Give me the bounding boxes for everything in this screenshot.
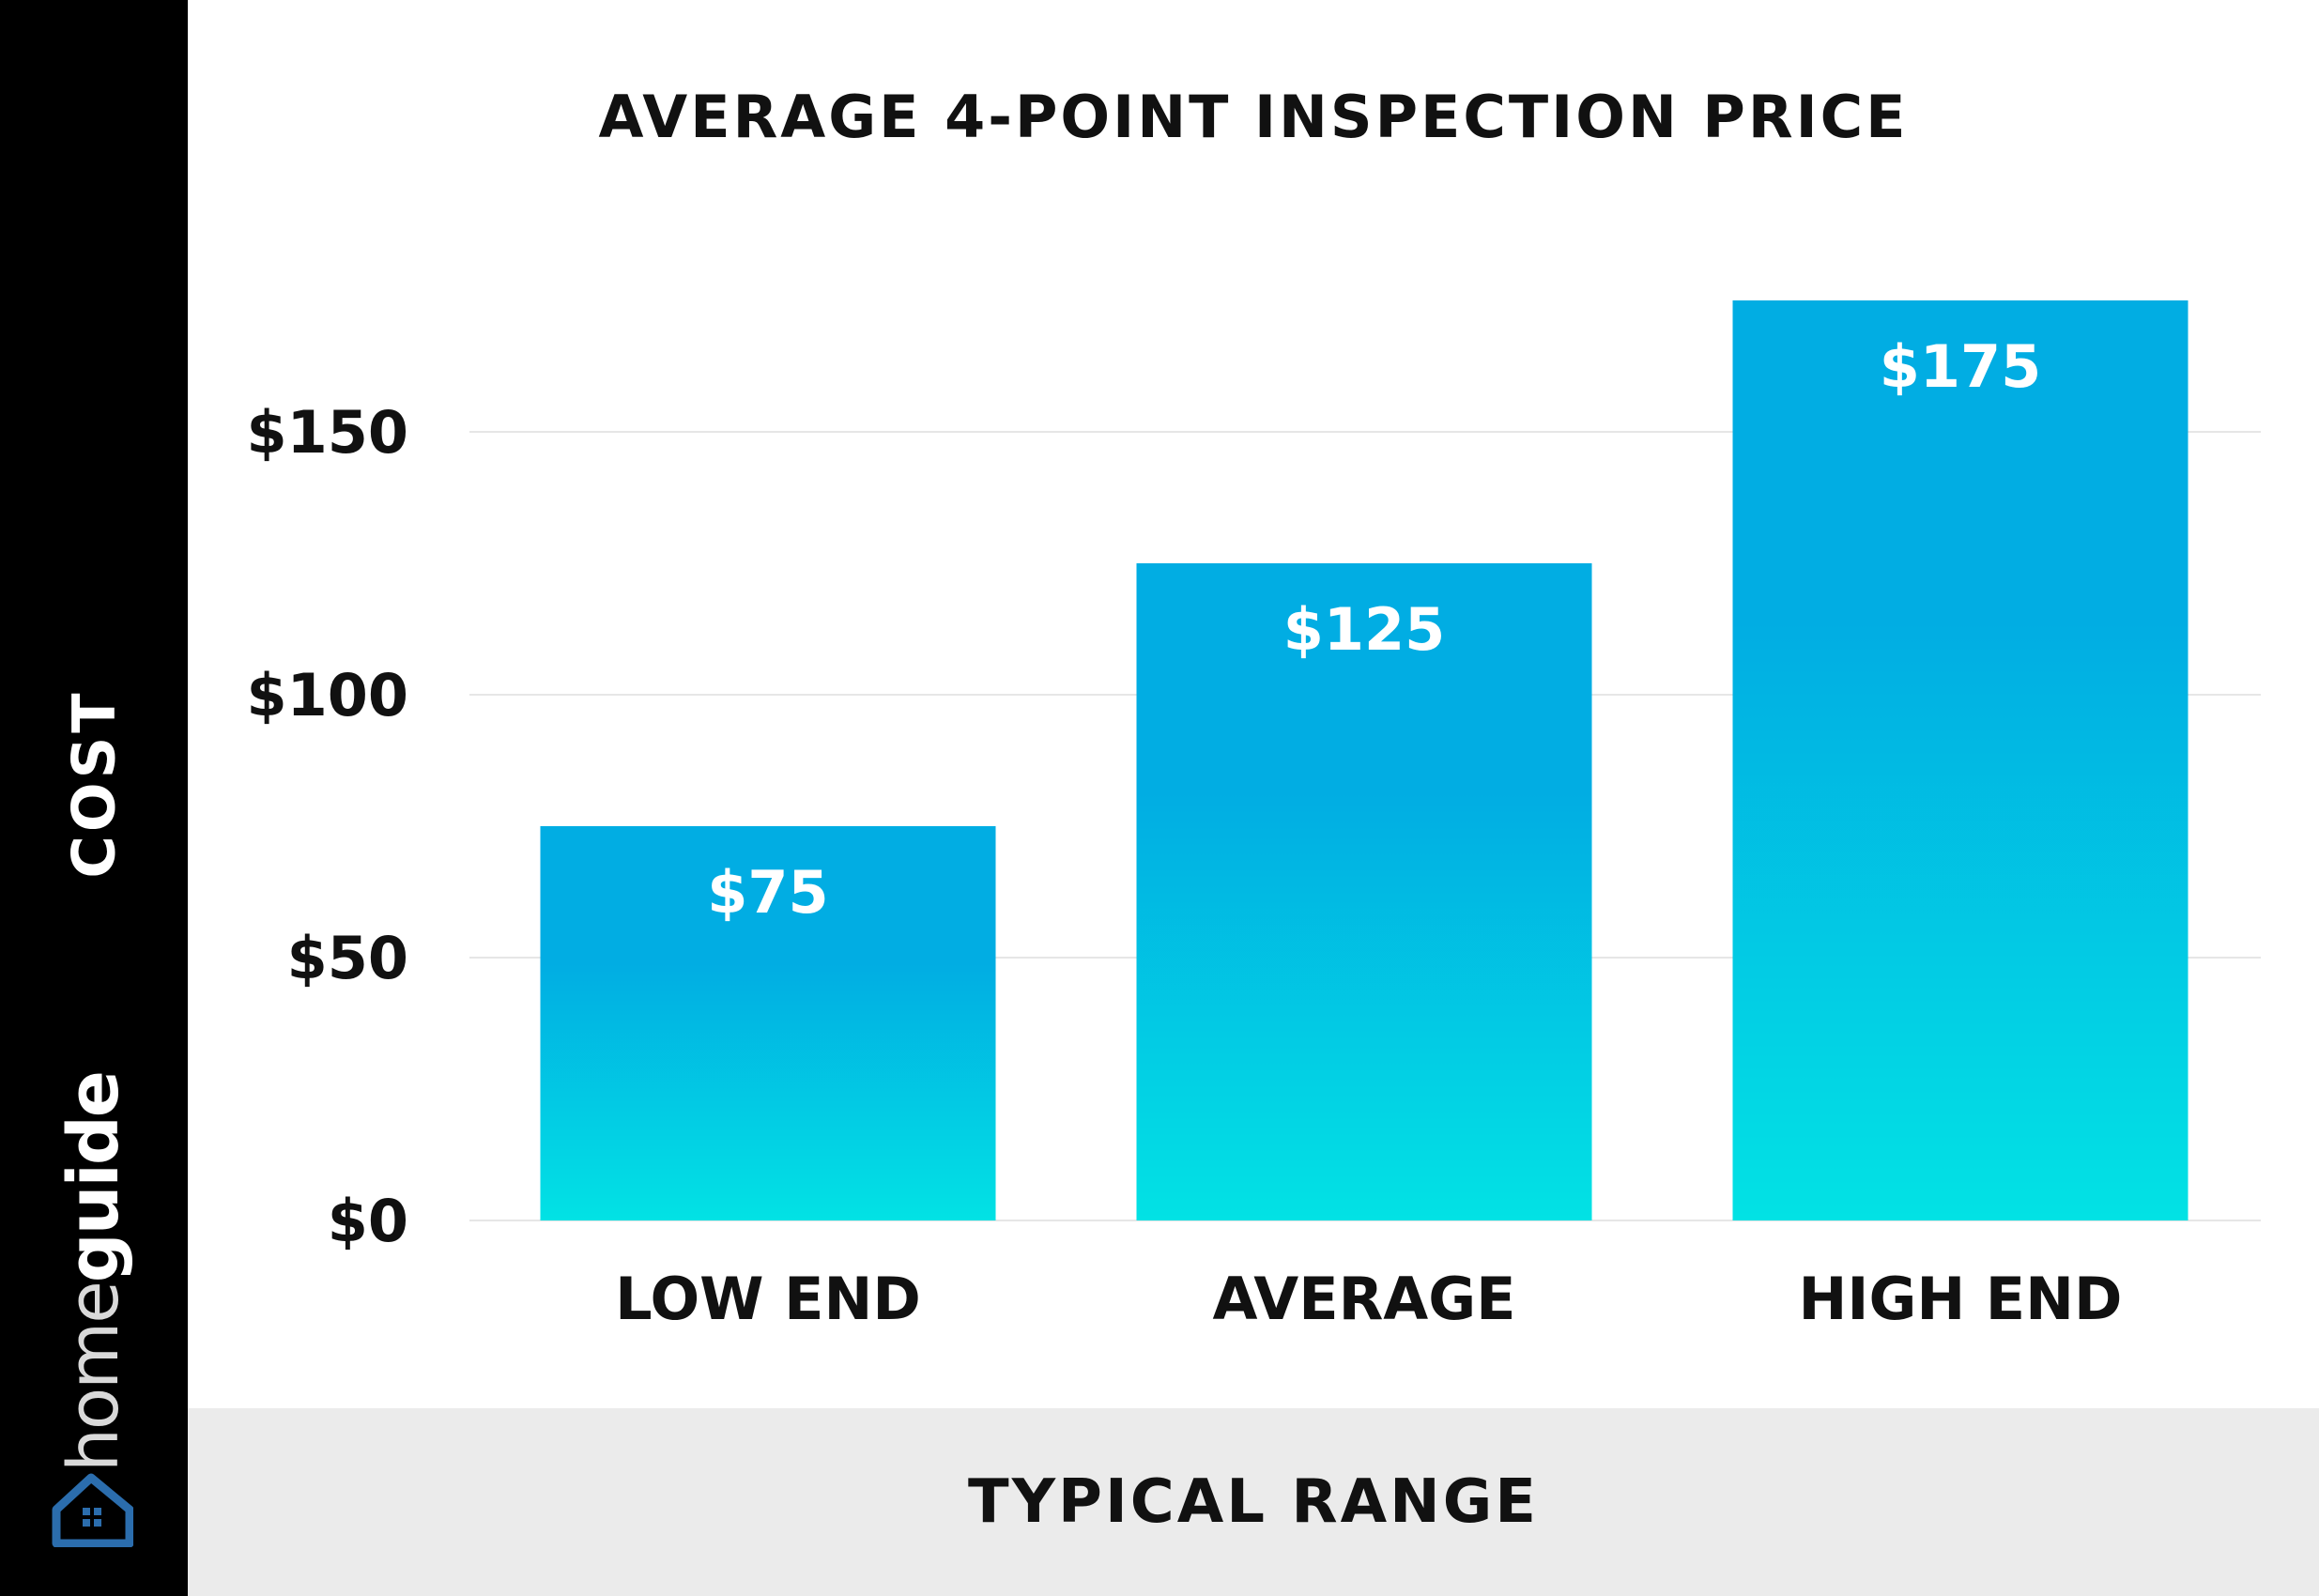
x-axis-band: TYPICAL RANGE	[188, 1408, 2319, 1596]
y-tick-label-150: $150	[246, 398, 408, 467]
y-tick-label-0: $0	[328, 1187, 408, 1255]
bar-high-end	[1732, 300, 2188, 1220]
x-tick-label-low-end: LOW END	[615, 1265, 921, 1333]
x-axis-label: TYPICAL RANGE	[968, 1467, 1539, 1537]
data-label-average: $125	[1283, 595, 1446, 664]
x-tick-label-average: AVERAGE	[1212, 1265, 1515, 1333]
data-label-low-end: $75	[707, 858, 828, 927]
y-tick-label-100: $100	[246, 661, 408, 729]
house-icon	[52, 1473, 133, 1547]
bar-low-end	[540, 826, 996, 1220]
chart-title: AVERAGE 4-POINT INSPECTION PRICE	[598, 83, 1909, 151]
sidebar: COST homeguide	[0, 0, 188, 1596]
data-label-high-end: $175	[1880, 332, 2042, 401]
bar-average	[1136, 563, 1592, 1220]
y-tick-label-50: $50	[287, 924, 408, 992]
x-tick-label-high-end: HIGH END	[1798, 1265, 2122, 1333]
